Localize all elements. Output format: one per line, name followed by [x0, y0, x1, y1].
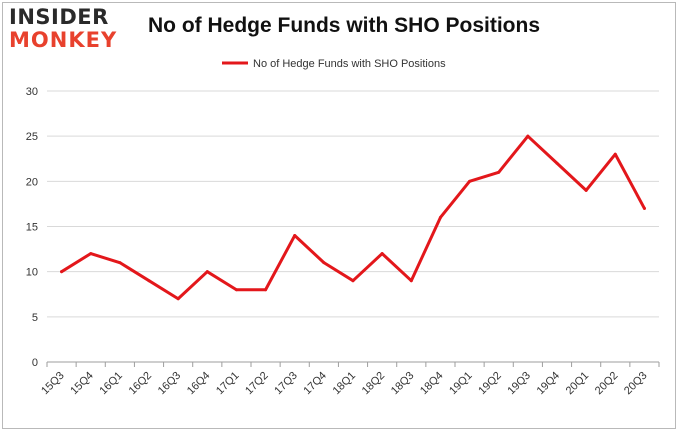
x-tick-label: 19Q3 — [505, 370, 533, 398]
data-point — [613, 152, 617, 156]
x-tick-label: 18Q3 — [389, 370, 417, 398]
x-tick-label: 18Q4 — [418, 370, 446, 398]
x-tick-label: 19Q1 — [447, 370, 475, 398]
x-tick-label: 18Q2 — [360, 370, 388, 398]
data-point — [497, 170, 501, 174]
data-point — [264, 288, 268, 292]
logo-line-2: MONKEY — [9, 28, 118, 52]
data-point — [584, 188, 588, 192]
logo-line-1: INSIDER — [9, 5, 109, 29]
x-tick-label: 17Q2 — [243, 370, 271, 398]
y-tick-label: 10 — [26, 267, 38, 279]
x-tick-label: 19Q4 — [535, 370, 563, 398]
data-point — [438, 215, 442, 219]
data-point — [293, 234, 297, 238]
data-point — [205, 270, 209, 274]
data-point — [409, 279, 413, 283]
data-point — [89, 252, 93, 256]
data-point — [555, 161, 559, 165]
x-tick-label: 17Q4 — [301, 370, 329, 398]
y-tick-label: 25 — [26, 131, 38, 143]
data-point — [380, 252, 384, 256]
data-point — [234, 288, 238, 292]
legend-label: No of Hedge Funds with SHO Positions — [253, 58, 446, 70]
data-point — [147, 279, 151, 283]
chart-title: No of Hedge Funds with SHO Positions — [148, 14, 540, 37]
x-tick-label: 16Q1 — [97, 370, 125, 398]
y-tick-label: 0 — [32, 357, 38, 369]
series-line-0 — [60, 134, 646, 301]
data-point — [526, 134, 530, 138]
x-tick-label: 17Q3 — [272, 370, 300, 398]
x-tick-label: 16Q4 — [185, 370, 213, 398]
y-tick-label: 5 — [32, 312, 38, 324]
x-tick-label: 20Q1 — [564, 370, 592, 398]
insider-monkey-logo: INSIDER MONKEY — [9, 7, 129, 51]
x-tick-label: 20Q2 — [593, 370, 621, 398]
x-tick-label: 19Q2 — [476, 370, 504, 398]
x-tick-label: 16Q3 — [156, 370, 184, 398]
x-tick-label: 18Q1 — [331, 370, 359, 398]
data-point — [60, 270, 64, 274]
x-tick-label: 15Q3 — [39, 370, 67, 398]
y-tick-label: 15 — [26, 222, 38, 234]
data-point — [468, 179, 472, 183]
chart-frame — [2, 2, 676, 429]
x-tick-label: 15Q4 — [68, 370, 96, 398]
x-tick-label: 16Q2 — [127, 370, 155, 398]
data-point — [351, 279, 355, 283]
y-tick-label: 30 — [26, 86, 38, 98]
data-point — [176, 297, 180, 301]
x-tick-label: 17Q1 — [214, 370, 242, 398]
y-tick-label: 20 — [26, 176, 38, 188]
data-point — [322, 261, 326, 265]
data-point — [118, 261, 122, 265]
data-point — [642, 206, 646, 210]
x-tick-label: 20Q3 — [622, 370, 650, 398]
